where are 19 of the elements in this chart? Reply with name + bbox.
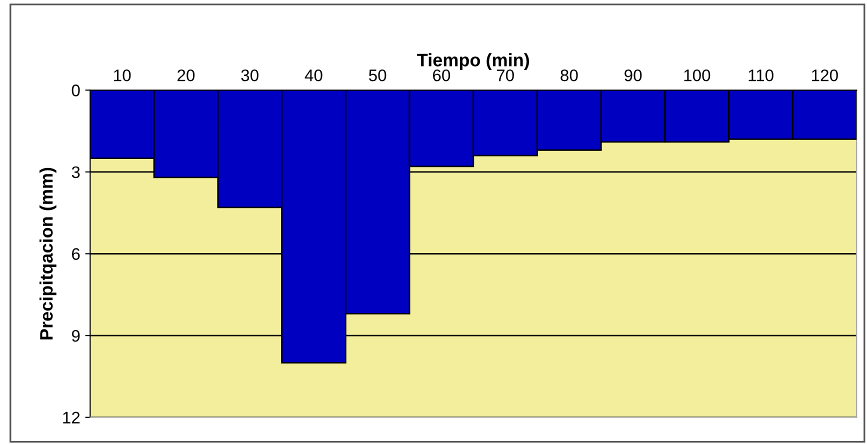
x-axis-title: Tiempo (min)	[417, 53, 529, 70]
y-tick-label: 6	[72, 248, 80, 260]
x-tick-label: 110	[748, 69, 774, 82]
y-tick-label: 0	[72, 84, 80, 96]
x-tick-label: 50	[368, 69, 386, 82]
x-tick-label: 20	[178, 69, 195, 82]
y-axis-title: Precipitqacion (mm)	[40, 168, 56, 340]
y-tick-label: 3	[72, 166, 80, 178]
x-tick-label: 10	[114, 69, 131, 82]
x-tick-label: 60	[433, 69, 450, 82]
x-tick-label: 40	[304, 69, 322, 82]
x-tick-label: 90	[624, 69, 642, 82]
y-tick-label: 12	[63, 412, 80, 424]
y-tick-label: 9	[72, 330, 80, 342]
x-tick-label: 80	[560, 69, 578, 82]
x-tick-label: 30	[241, 69, 258, 82]
x-tick-label: 70	[496, 69, 514, 82]
x-tick-label: 120	[812, 69, 838, 82]
x-tick-label: 100	[684, 69, 710, 82]
